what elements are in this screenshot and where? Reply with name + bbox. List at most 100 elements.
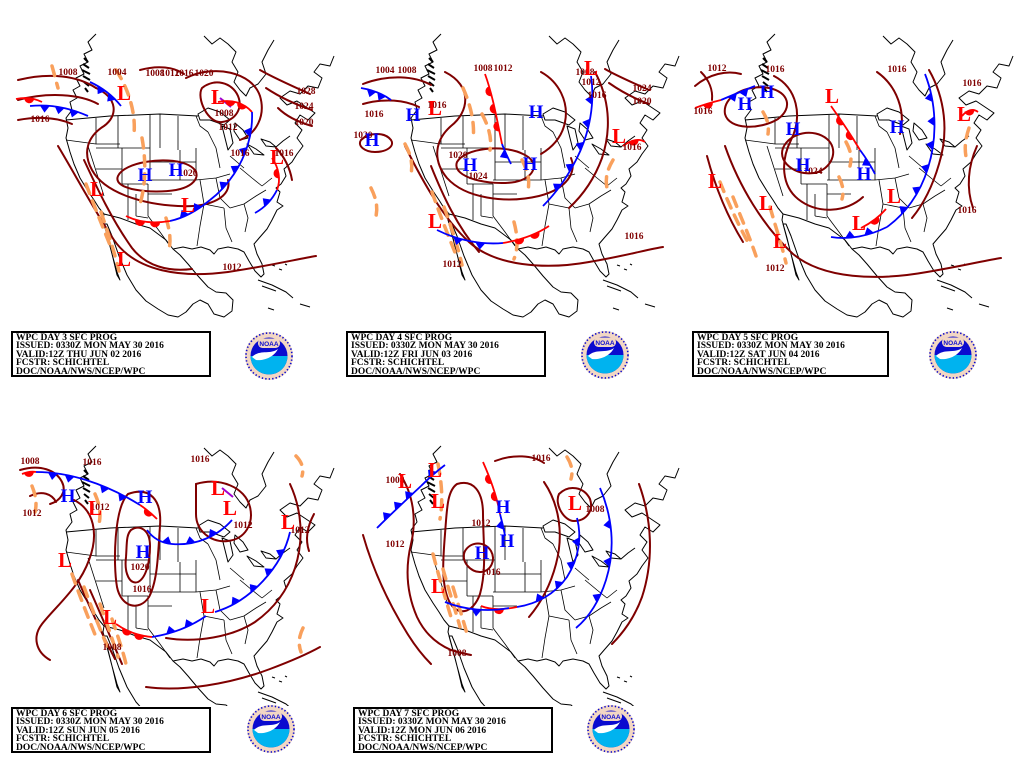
trough-line — [82, 585, 109, 648]
pressure-label: 1016 — [83, 458, 102, 468]
pressure-label: 1016 — [482, 568, 501, 578]
pressure-label: 1012 — [472, 519, 491, 529]
pressure-label: 1016 — [532, 454, 551, 464]
trough-line — [50, 64, 60, 90]
low-pressure-symbol: L — [117, 247, 131, 271]
isobar — [195, 480, 252, 543]
isobar — [199, 81, 241, 124]
high-pressure-symbol: H — [138, 487, 153, 508]
cold-front-pip — [453, 236, 463, 245]
warm-front-pip — [143, 508, 153, 517]
trough-line — [520, 158, 531, 192]
pressure-label: 1016 — [191, 455, 210, 465]
cold-front-pip — [603, 519, 612, 530]
pressure-label: 1028 — [297, 87, 316, 97]
day-5-info-box: WPC DAY 5 SFC PROG ISSUED: 0330Z MON MAY… — [692, 331, 889, 377]
cold-front-pip — [47, 472, 58, 480]
cold-front-pip — [185, 536, 196, 544]
trough-line — [294, 454, 305, 478]
cold-front-pip — [912, 186, 921, 196]
pressure-label: 1016 — [958, 206, 977, 216]
isobar — [362, 99, 420, 108]
cold-front-pip — [243, 127, 252, 138]
pressure-label: 1016 — [31, 115, 50, 125]
warm-front-pip — [23, 471, 34, 477]
info-fcstr: FCSTR: SCHICHTEL — [16, 358, 110, 369]
trough-line — [98, 602, 120, 659]
pressure-label: 1012 — [219, 123, 238, 133]
pressure-label: 1012 — [291, 526, 310, 536]
low-pressure-symbol: L — [181, 193, 195, 217]
warm-front — [694, 99, 722, 109]
warm-front — [830, 105, 861, 151]
low-pressure-symbol: L — [201, 594, 215, 618]
warm-front — [482, 461, 501, 515]
cold-front-pip — [107, 92, 116, 102]
pressure-label: 1004 — [108, 68, 127, 78]
low-pressure-symbol: L — [428, 458, 442, 482]
cold-front-pip — [366, 88, 377, 98]
pressure-label: 1012 — [91, 503, 110, 513]
cold-front-pip — [69, 109, 79, 118]
warm-front-pip — [150, 222, 161, 228]
info-title: WPC DAY 5 SFC PROG — [697, 333, 799, 343]
info-valid: VALID:12Z SUN JUN 05 2016 — [16, 725, 140, 736]
warm-front — [115, 623, 153, 638]
trough-line — [442, 205, 464, 267]
info-doc: DOC/NOAA/NWS/NCEP/WPC — [16, 742, 146, 753]
trough-line — [718, 180, 752, 248]
cold-front-pip — [845, 230, 856, 239]
isobar — [608, 82, 650, 105]
isobar — [277, 107, 313, 127]
low-pressure-symbol: L — [223, 496, 237, 520]
low-pressure-symbol: L — [58, 548, 72, 572]
info-doc: DOC/NOAA/NWS/NCEP/WPC — [16, 366, 146, 377]
cold-front — [151, 615, 207, 638]
isobar — [455, 147, 535, 184]
high-pressure-symbol: H — [796, 155, 811, 176]
pressure-label: 1012 — [766, 264, 785, 274]
low-pressure-symbol: L — [281, 510, 295, 534]
isobar — [362, 76, 432, 86]
info-fcstr: FCSTR: SCHICHTEL — [16, 734, 110, 745]
pressure-label: 1008 — [59, 68, 78, 78]
cold-front-pip — [394, 501, 403, 511]
info-title: WPC DAY 7 SFC PROG — [358, 709, 460, 719]
trough-line — [731, 195, 758, 258]
trough-line — [430, 190, 458, 257]
pressure-label: 1004 — [376, 66, 395, 76]
isobar — [139, 66, 185, 75]
warm-front-pip — [273, 168, 280, 179]
cold-front-pip — [603, 557, 611, 568]
cold-front-pip — [231, 596, 241, 606]
cold-front-pip — [585, 94, 593, 105]
info-fcstr: FCSTR: SCHICHTEL — [358, 734, 452, 745]
day-7-info-box: WPC DAY 7 SFC PROG ISSUED: 0330Z MON MAY… — [353, 707, 553, 753]
low-pressure-symbol: L — [431, 489, 445, 513]
low-pressure-symbol: L — [887, 184, 901, 208]
trough-line — [70, 572, 98, 639]
isobar — [259, 69, 311, 95]
trough-line — [844, 140, 853, 168]
pressure-label: 1012 — [234, 521, 253, 531]
trough-line — [441, 567, 462, 629]
warm-front — [502, 225, 550, 244]
cold-front-pip — [927, 116, 935, 127]
pressure-label: 1008 — [103, 643, 122, 653]
cold-front — [499, 513, 506, 537]
low-pressure-symbol: L — [584, 56, 598, 80]
warm-front-pip — [514, 237, 525, 245]
warm-front-pip — [845, 130, 854, 141]
pressure-label: 1016 — [175, 69, 194, 79]
cold-front — [35, 471, 87, 481]
low-pressure-symbol: L — [568, 491, 582, 515]
low-pressure-symbol: L — [270, 145, 284, 169]
pressure-label: 1008 — [21, 457, 40, 467]
isobar — [86, 87, 230, 208]
pressure-label: 1016 — [625, 232, 644, 242]
info-issued: ISSUED: 0330Z MON MAY 30 2016 — [697, 341, 845, 352]
pressure-label: 1008 — [474, 64, 493, 74]
cold-front-pip — [899, 206, 909, 215]
high-pressure-symbol: H — [475, 543, 490, 564]
